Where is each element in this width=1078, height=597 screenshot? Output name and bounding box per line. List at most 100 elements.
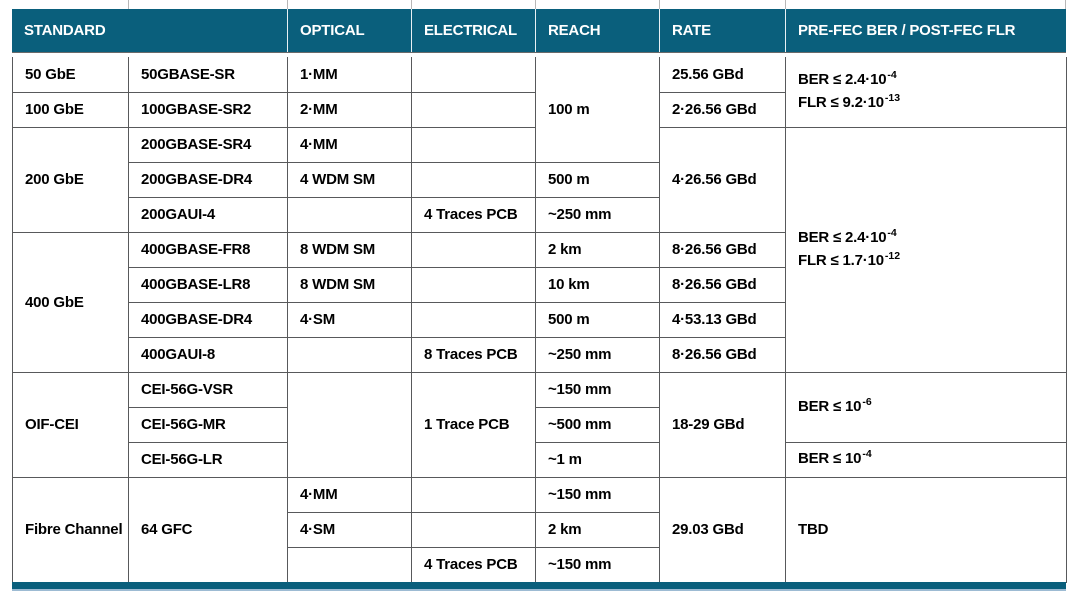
table-row: 4 Traces PCB ~150 mm	[13, 546, 1067, 582]
column-header-optical: OPTICAL	[287, 9, 411, 52]
cell-pre-fec: BER ≤ 10-4	[785, 441, 1067, 478]
cell-electrical	[411, 476, 536, 513]
cell-optical: 4·SM	[287, 511, 412, 548]
cell-optical	[287, 196, 412, 233]
column-header-standard: STANDARD	[24, 22, 106, 39]
cell-standard-name: 200GBASE-DR4	[128, 161, 288, 198]
bottom-accent-bar	[12, 582, 1066, 589]
top-border-stub	[785, 0, 786, 9]
cell-reach: 10 km	[535, 266, 660, 303]
cell-standard-group: 100 GbE	[12, 91, 129, 128]
bottom-accent-underline	[12, 589, 1066, 591]
cell-standard-name: CEI-56G-VSR	[128, 371, 288, 408]
cell-optical	[287, 371, 412, 478]
cell-optical: 8 WDM SM	[287, 231, 412, 268]
cell-standard-name: 100GBASE-SR2	[128, 91, 288, 128]
cell-optical: 4 WDM SM	[287, 161, 412, 198]
cell-rate: 18-29 GBd	[659, 371, 786, 478]
table-row: 100 GbE 100GBASE-SR2 2·MM 2·26.56 GBd	[12, 91, 1067, 128]
column-header-electrical: ELECTRICAL	[411, 9, 535, 52]
cell-reach: ~1 m	[535, 441, 660, 478]
cell-optical: 4·MM	[287, 476, 412, 513]
cell-reach: 500 m	[535, 301, 660, 338]
cell-optical: 4·SM	[287, 301, 412, 338]
cell-standard-name: 400GBASE-LR8	[128, 266, 288, 303]
cell-standard-name: 400GBASE-FR8	[128, 231, 288, 268]
top-border-stub	[1065, 0, 1066, 9]
cell-reach: ~150 mm	[535, 546, 660, 582]
table-row: 4·SM 2 km	[13, 511, 1067, 548]
cell-optical: 1·MM	[287, 57, 412, 93]
cell-electrical	[411, 126, 536, 163]
cell-reach: 500 m	[535, 161, 660, 198]
cell-electrical: 4 Traces PCB	[411, 546, 536, 582]
top-border-stub	[411, 0, 412, 9]
cell-standard-group: Fibre Channel	[12, 476, 129, 583]
table-body: 50 GbE 50GBASE-SR 1·MM 100 m 25.56 GBd BER ≤ …	[12, 57, 1067, 583]
cell-electrical	[411, 301, 536, 338]
cell-pre-fec: BER ≤ 10-6	[785, 371, 1067, 443]
table-row: CEI-56G-LR ~1 m BER ≤ 10-4	[13, 441, 1067, 478]
column-header-rate: RATE	[659, 9, 785, 52]
cell-electrical	[411, 91, 536, 128]
cell-rate: 4·53.13 GBd	[659, 301, 786, 338]
cell-standard-name: CEI-56G-LR	[128, 441, 288, 478]
cell-standard-group: 400 GbE	[12, 231, 129, 373]
cell-optical: 2·MM	[287, 91, 412, 128]
cell-electrical	[411, 266, 536, 303]
table-row: 200 GbE 200GBASE-SR4 4·MM 4·26.56 GBd BER ≤ …	[12, 126, 1067, 373]
cell-pre-fec: BER ≤ 2.4·10-4 FLR ≤ 1.7·10-12	[785, 126, 1067, 373]
cell-reach: ~150 mm	[535, 371, 660, 408]
cell-electrical	[411, 511, 536, 548]
top-border-stub	[287, 0, 288, 9]
cell-standard-name: CEI-56G-MR	[128, 406, 288, 443]
cell-pre-fec: TBD	[785, 476, 1067, 583]
cell-electrical	[411, 57, 536, 93]
cell-standard-name: 50GBASE-SR	[128, 57, 288, 93]
cell-standard-group: 200 GbE	[12, 126, 129, 233]
cell-rate: 8·26.56 GBd	[659, 231, 786, 268]
cell-rate: 4·26.56 GBd	[659, 126, 786, 233]
table-row: 400GAUI-8 8 Traces PCB ~250 mm 8·26.56 GBd	[13, 336, 1067, 373]
cell-pre-fec: BER ≤ 2.4·10-4 FLR ≤ 9.2·10-13	[785, 57, 1067, 128]
cell-rate: 29.03 GBd	[659, 476, 786, 583]
cell-reach: 2 km	[535, 511, 660, 548]
table-row: CEI-56G-MR ~500 mm	[13, 406, 1067, 443]
cell-standard-group: 50 GbE	[12, 57, 129, 93]
cell-standard-name: 200GAUI-4	[128, 196, 288, 233]
cell-reach: 100 m	[535, 57, 660, 163]
table-header-row: STANDARD OPTICAL ELECTRICAL REACH RATE P…	[12, 9, 1066, 53]
cell-standard-group: OIF-CEI	[12, 371, 129, 478]
cell-standard-name: 400GAUI-8	[128, 336, 288, 373]
column-header-reach: REACH	[535, 9, 659, 52]
cell-rate: 8·26.56 GBd	[659, 336, 786, 373]
cell-standard-name: 200GBASE-SR4	[128, 126, 288, 163]
cell-reach: 2 km	[535, 231, 660, 268]
cell-standard-name: 64 GFC	[128, 476, 288, 583]
cell-electrical: 8 Traces PCB	[411, 336, 536, 373]
table-row: 400GBASE-DR4 4·SM 500 m 4·53.13 GBd	[13, 301, 1067, 338]
column-header-pre-fec: PRE-FEC BER / POST-FEC FLR	[785, 9, 1066, 52]
cell-rate: 2·26.56 GBd	[659, 91, 786, 128]
cell-electrical	[411, 161, 536, 198]
top-border-stub	[535, 0, 536, 9]
cell-optical	[287, 546, 412, 582]
cell-standard-name: 400GBASE-DR4	[128, 301, 288, 338]
cell-reach: ~500 mm	[535, 406, 660, 443]
cell-optical: 4·MM	[287, 126, 412, 163]
cell-rate: 8·26.56 GBd	[659, 266, 786, 303]
cell-reach: ~250 mm	[535, 196, 660, 233]
cell-electrical: 4 Traces PCB	[411, 196, 536, 233]
cell-reach: ~250 mm	[535, 336, 660, 373]
cell-electrical: 1 Trace PCB	[411, 371, 536, 478]
cell-optical	[287, 336, 412, 373]
cell-rate: 25.56 GBd	[659, 57, 786, 93]
cell-electrical	[411, 231, 536, 268]
table-row: OIF-CEI CEI-56G-VSR 1 Trace PCB ~150 mm 18-2…	[12, 371, 1067, 478]
table-row: 200GBASE-DR4 4 WDM SM 500 m	[13, 161, 1067, 198]
table-row: 50 GbE 50GBASE-SR 1·MM 100 m 25.56 GBd BER ≤ …	[12, 57, 1067, 163]
top-border-stub	[128, 0, 129, 9]
cell-reach: ~150 mm	[535, 476, 660, 513]
cell-optical: 8 WDM SM	[287, 266, 412, 303]
